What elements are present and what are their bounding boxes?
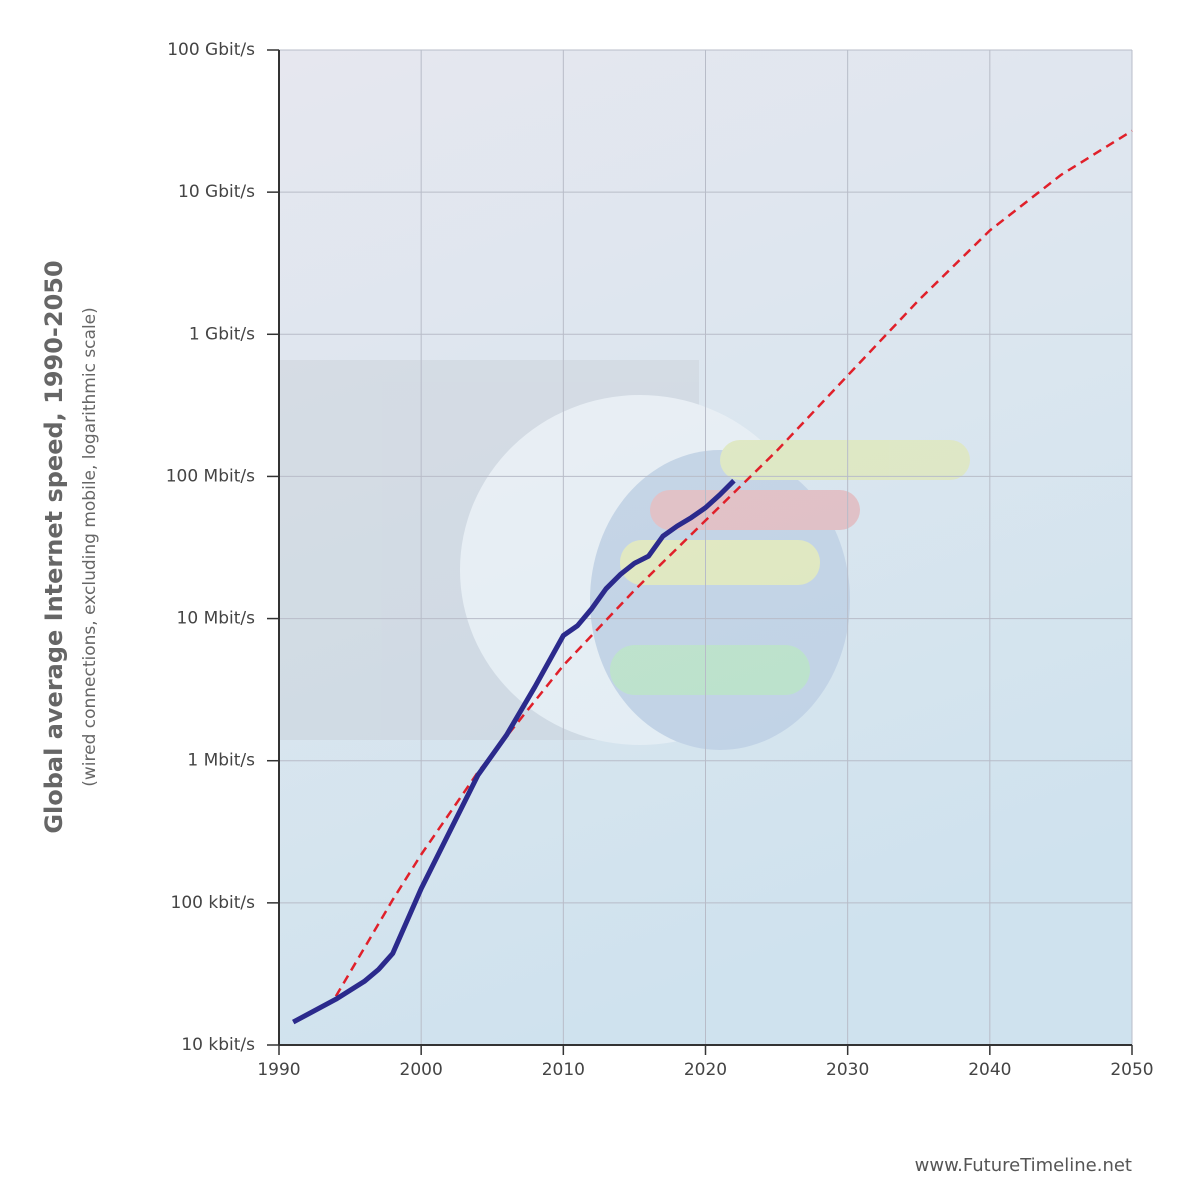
y-tick-label: 10 Gbit/s	[178, 182, 255, 202]
y-tick-label: 10 Mbit/s	[177, 609, 256, 629]
x-tick-label: 2030	[826, 1060, 869, 1080]
y-tick-label: 10 kbit/s	[181, 1035, 255, 1055]
chart: Global average Internet speed, 1990-2050…	[0, 0, 1200, 1193]
x-tick-label: 2000	[400, 1060, 443, 1080]
x-tick-label: 2040	[968, 1060, 1011, 1080]
y-tick-label: 100 kbit/s	[171, 893, 256, 913]
source: www.FutureTimeline.net	[915, 1155, 1132, 1176]
y-tick-label: 100 Gbit/s	[167, 40, 255, 60]
x-tick-label: 2010	[542, 1060, 585, 1080]
chart-subtitle: (wired connections, excluding mobile, lo…	[80, 307, 100, 787]
y-tick-label: 100 Mbit/s	[166, 466, 255, 486]
y-tick-label: 1 Mbit/s	[187, 751, 255, 771]
y-tick-label: 1 Gbit/s	[189, 324, 255, 344]
x-tick-label: 2020	[684, 1060, 727, 1080]
x-tick-label: 2050	[1110, 1060, 1153, 1080]
x-tick-label: 1990	[257, 1060, 300, 1080]
page: {"chart_data": { "type": "line", "title"…	[0, 0, 1200, 1193]
chart-title: Global average Internet speed, 1990-2050	[40, 260, 68, 833]
